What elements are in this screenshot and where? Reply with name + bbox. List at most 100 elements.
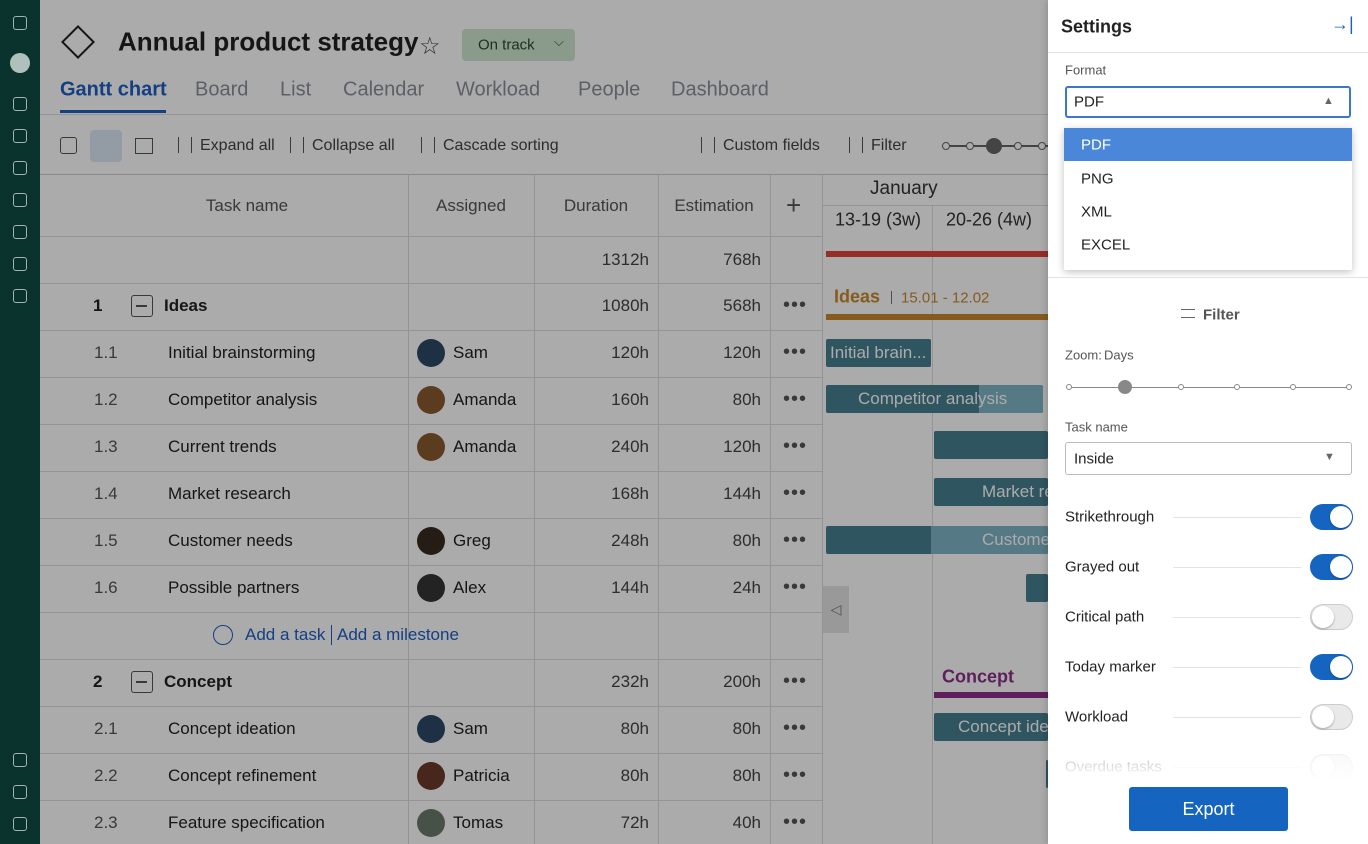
sidebar-icon[interactable] <box>13 193 27 207</box>
sidebar-icon[interactable] <box>13 785 27 799</box>
sidebar-icon[interactable] <box>13 753 27 767</box>
tab[interactable]: People <box>578 78 641 101</box>
filter-icon[interactable] <box>1181 309 1195 318</box>
row-menu[interactable]: ••• <box>783 529 808 551</box>
sidebar-icon[interactable] <box>13 129 27 143</box>
toolbar-button[interactable]: Filter <box>871 137 907 154</box>
row-menu[interactable]: ••• <box>783 576 808 598</box>
avatar <box>417 762 445 790</box>
zoom-dot[interactable] <box>1290 384 1296 390</box>
task-name[interactable]: Initial brainstorming <box>168 343 316 362</box>
toggle[interactable] <box>1310 604 1353 630</box>
row-menu[interactable]: ••• <box>783 811 808 833</box>
add-icon[interactable] <box>213 625 233 645</box>
progress-remainder <box>979 385 1043 413</box>
format-option[interactable]: XML <box>1064 195 1352 228</box>
tab[interactable]: Workload <box>456 78 541 101</box>
task-name[interactable]: Competitor analysis <box>168 390 318 409</box>
zoom-dot[interactable] <box>1346 384 1352 390</box>
zoom-dot[interactable] <box>942 142 950 150</box>
zoom-dot[interactable] <box>966 142 974 150</box>
task-name[interactable]: Current trends <box>168 437 277 456</box>
sidebar-icon[interactable] <box>13 16 27 30</box>
sidebar-icon[interactable] <box>13 289 27 303</box>
select-checkbox[interactable] <box>60 137 77 154</box>
task-name-select[interactable]: Inside ▼ <box>1065 442 1352 475</box>
row-menu[interactable]: ••• <box>783 764 808 786</box>
toolbar-button[interactable]: Custom fields <box>723 137 820 154</box>
collapse-group[interactable] <box>131 295 153 317</box>
task-bar[interactable]: Competitor analysis <box>826 385 1043 413</box>
sidebar-icon[interactable] <box>10 53 30 73</box>
zoom-dot[interactable] <box>1066 384 1072 390</box>
toggle[interactable] <box>1310 554 1353 580</box>
toggle[interactable] <box>1310 704 1353 730</box>
zoom-dot[interactable] <box>986 138 1002 154</box>
format-option[interactable]: PDF <box>1064 128 1352 161</box>
collapse-group[interactable] <box>131 671 153 693</box>
sidebar-icon[interactable] <box>13 161 27 175</box>
sidebar-icon[interactable] <box>13 817 27 831</box>
toolbar-button[interactable]: Cascade sorting <box>443 137 559 154</box>
toggle[interactable] <box>1310 654 1353 680</box>
zoom-dot[interactable] <box>1178 384 1184 390</box>
tab[interactable]: Board <box>195 78 249 101</box>
sidebar-icon[interactable] <box>13 257 27 271</box>
group-id: 1 <box>93 296 103 315</box>
row-menu[interactable]: ••• <box>783 717 808 739</box>
status-badge[interactable]: On track ⌵ <box>462 29 575 61</box>
add-milestone[interactable]: Add a milestone <box>337 625 459 644</box>
row-menu[interactable]: ••• <box>783 670 808 692</box>
row-menu[interactable]: ••• <box>783 388 808 410</box>
progress-remainder <box>931 526 1048 554</box>
task-bar[interactable] <box>934 431 1048 459</box>
row-menu[interactable]: ••• <box>783 435 808 457</box>
task-bar[interactable]: Market re <box>934 478 1048 506</box>
panel-collapse[interactable]: ◁ <box>823 586 849 633</box>
export-button[interactable]: Export <box>1129 787 1288 831</box>
add-task[interactable]: Add a task <box>245 625 326 644</box>
task-bar[interactable] <box>1046 760 1048 788</box>
toolbar-icon <box>290 137 304 153</box>
gantt-view-button[interactable] <box>90 130 122 162</box>
zoom-dot[interactable] <box>1234 384 1240 390</box>
task-name[interactable]: Possible partners <box>168 578 300 597</box>
sidebar-icon[interactable] <box>13 225 27 239</box>
zoom-dot[interactable] <box>1014 142 1022 150</box>
task-name[interactable]: Feature specification <box>168 813 325 832</box>
tab[interactable]: List <box>280 78 312 101</box>
avatar <box>417 386 445 414</box>
toolbar-button[interactable]: Collapse all <box>312 137 395 154</box>
row-menu[interactable]: ••• <box>783 482 808 504</box>
row-menu[interactable]: ••• <box>783 341 808 363</box>
assignee: Sam <box>453 343 488 362</box>
task-bar[interactable]: Concept ide <box>934 713 1048 741</box>
add-column[interactable]: + <box>786 190 802 220</box>
tab[interactable]: Gantt chart <box>60 78 167 101</box>
format-select[interactable]: PDF ▲ <box>1065 86 1351 118</box>
task-name[interactable]: Concept ideation <box>168 719 296 738</box>
task-estimation: 120h <box>723 437 761 456</box>
task-name[interactable]: Customer needs <box>168 531 293 550</box>
toolbar-button[interactable]: Expand all <box>200 137 275 154</box>
group-duration: 232h <box>611 672 649 691</box>
format-option[interactable]: PNG <box>1064 162 1352 195</box>
zoom-dot[interactable] <box>1038 142 1046 150</box>
star-button[interactable]: ☆ <box>419 33 441 60</box>
toggle[interactable] <box>1310 504 1353 530</box>
zoom-dot[interactable] <box>1118 380 1132 394</box>
tab[interactable]: Dashboard <box>671 78 769 101</box>
sidebar-icon[interactable] <box>13 97 27 111</box>
tab[interactable]: Calendar <box>343 78 425 101</box>
task-bar[interactable]: Custome <box>826 526 1048 554</box>
settings-filter[interactable]: Filter <box>1203 306 1240 324</box>
task-id: 2.2 <box>94 766 118 785</box>
format-option[interactable]: EXCEL <box>1064 228 1352 261</box>
task-bar[interactable]: Initial brain... <box>826 339 931 367</box>
baseline-button[interactable] <box>135 138 153 154</box>
task-name[interactable]: Concept refinement <box>168 766 317 785</box>
close-panel[interactable]: →| <box>1331 14 1354 34</box>
task-bar[interactable] <box>1026 574 1048 602</box>
row-menu[interactable]: ••• <box>783 294 808 316</box>
task-name[interactable]: Market research <box>168 484 291 503</box>
